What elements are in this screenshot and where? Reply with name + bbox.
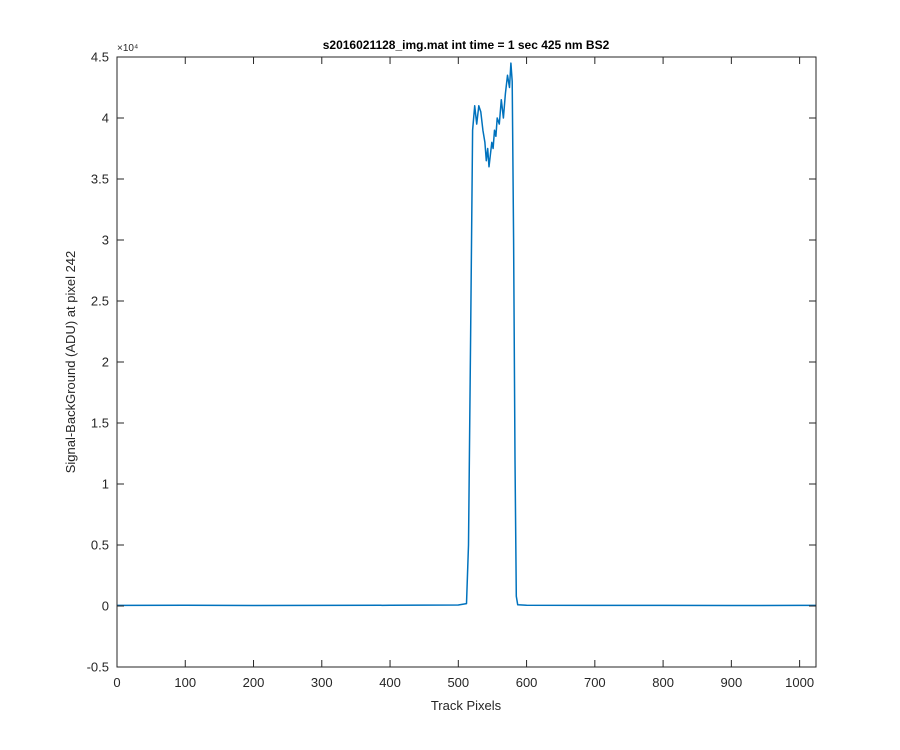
- y-tick-label: 4.5: [91, 50, 109, 65]
- x-tick-label: 900: [721, 675, 743, 690]
- y-tick-label: -0.5: [87, 660, 109, 675]
- x-tick-label: 0: [113, 675, 120, 690]
- y-tick-label: 3.5: [91, 172, 109, 187]
- y-axis-label: Signal-BackGround (ADU) at pixel 242: [63, 251, 78, 474]
- axes-box: [116, 56, 817, 668]
- y-tick-label: 4: [102, 111, 109, 126]
- y-tick-label: 0: [102, 599, 109, 614]
- x-axis-label: Track Pixels: [431, 698, 502, 713]
- chart-title: s2016021128_img.mat int time = 1 sec 425…: [323, 38, 610, 52]
- x-tick-label: 200: [243, 675, 265, 690]
- x-tick-label: 1000: [785, 675, 814, 690]
- x-tick-label: 600: [516, 675, 538, 690]
- x-tick-label: 300: [311, 675, 333, 690]
- x-tick-label: 100: [174, 675, 196, 690]
- y-tick-label: 1: [102, 477, 109, 492]
- plot-area: [117, 57, 816, 667]
- x-tick-label: 700: [584, 675, 606, 690]
- y-tick-label: 2.5: [91, 294, 109, 309]
- y-tick-label: 2: [102, 355, 109, 370]
- y-tick-label: 3: [102, 233, 109, 248]
- x-tick-label: 500: [447, 675, 469, 690]
- y-tick-label: 0.5: [91, 538, 109, 553]
- x-tick-label: 800: [652, 675, 674, 690]
- series-line: [116, 62, 816, 607]
- x-tick-label: 400: [379, 675, 401, 690]
- y-exponent-label: ×10⁴: [117, 43, 138, 54]
- y-tick-label: 1.5: [91, 416, 109, 431]
